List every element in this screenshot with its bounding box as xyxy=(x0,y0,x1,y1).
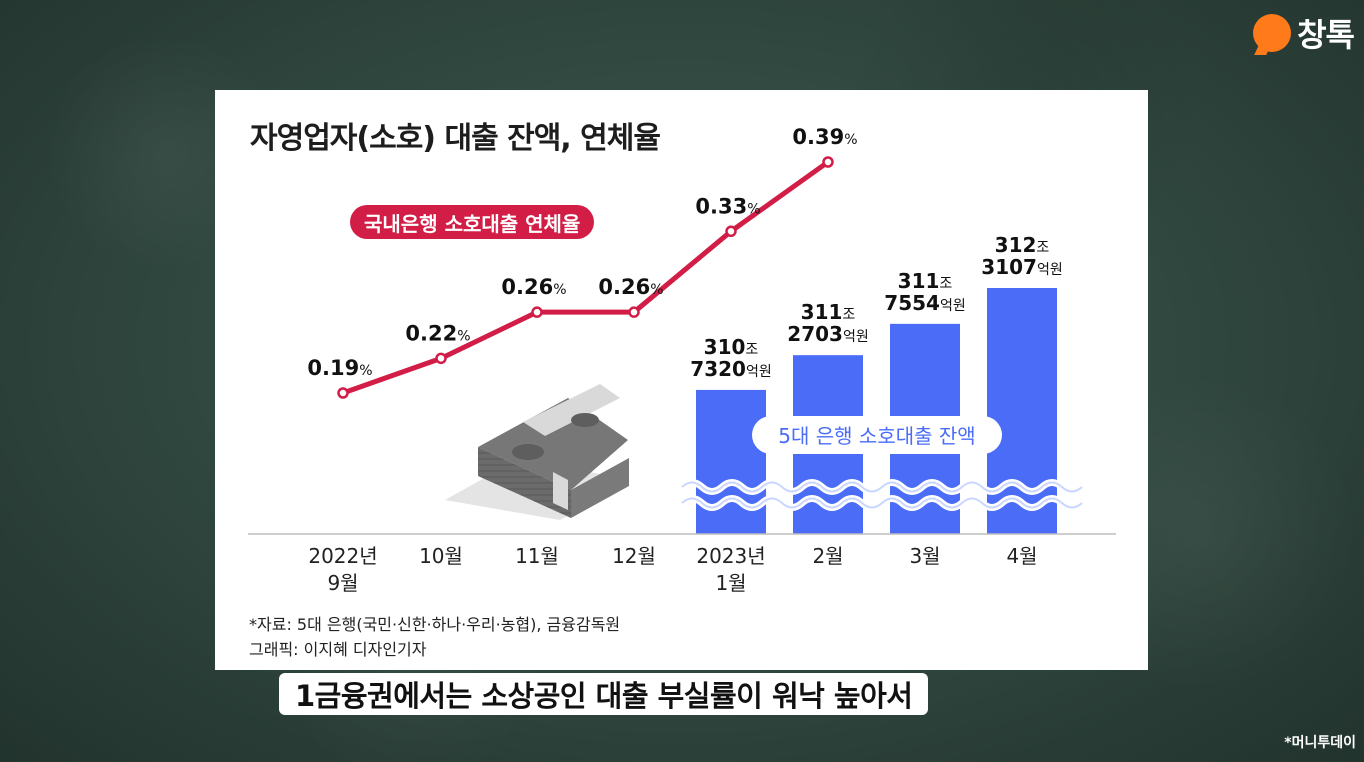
x-tick-label: 12월 xyxy=(612,544,656,568)
chart-title: 자영업자(소호) 대출 잔액, 연체율 xyxy=(250,121,661,156)
bar-value-label: 2703억원 xyxy=(787,322,868,346)
x-tick-label: 3월 xyxy=(909,544,940,568)
chart-graphic-credit: 그래픽: 이지혜 디자인기자 xyxy=(249,640,427,659)
logo: 창톡 xyxy=(1253,10,1355,56)
x-tick-label: 9월 xyxy=(327,571,358,595)
line-value-label: 0.39% xyxy=(792,125,857,149)
x-tick-label: 2월 xyxy=(812,544,843,568)
bar-value-label: 3107억원 xyxy=(981,255,1062,279)
bar-value-label: 310조 xyxy=(704,335,759,359)
subtitle-caption: 1금융권에서는 소상공인 대출 부실률이 워낙 높아서 xyxy=(279,673,929,715)
line-point xyxy=(725,225,737,238)
break-wave-edge xyxy=(681,481,1083,493)
line-value-label: 0.19% xyxy=(307,356,372,380)
bar-value-label: 312조 xyxy=(995,233,1050,257)
bar-series-legend-bg xyxy=(752,416,1002,454)
bar-value-label: 7554억원 xyxy=(884,291,965,315)
x-tick-label: 10월 xyxy=(419,544,463,568)
x-tick-label: 1월 xyxy=(715,571,746,595)
x-tick-label: 4월 xyxy=(1006,544,1037,568)
line-value-label: 0.22% xyxy=(405,321,470,345)
bar-value-label: 311조 xyxy=(801,300,856,324)
source-credit: *머니투데이 xyxy=(1284,735,1356,751)
bar-series-legend: 5대 은행 소호대출 잔액 xyxy=(778,424,975,448)
money-stack-icon xyxy=(445,384,630,520)
bar-value-label: 311조 xyxy=(898,269,953,293)
x-tick-label: 2023년 xyxy=(696,544,765,568)
line-point xyxy=(531,306,543,318)
chat-bubble-icon xyxy=(1253,14,1292,52)
line-point xyxy=(822,156,834,168)
line-value-label: 0.26% xyxy=(598,275,663,299)
axis-break-waves xyxy=(679,479,1085,511)
line-point xyxy=(628,306,640,318)
bar-value-label: 7320억원 xyxy=(690,357,771,381)
logo-text: 창톡 xyxy=(1297,16,1355,54)
line-series-legend: 국내은행 소호대출 연체율 xyxy=(350,205,595,239)
line-point xyxy=(435,352,447,365)
bar xyxy=(696,389,766,534)
x-tick-label: 11월 xyxy=(515,544,559,568)
line-series xyxy=(342,159,830,396)
break-wave-edge xyxy=(681,497,1083,509)
line-value-label: 0.33% xyxy=(695,194,760,218)
line-value-label: 0.26% xyxy=(501,275,566,299)
chart-source: *자료: 5대 은행(국민·신한·하나·우리·농협), 금융감독원 xyxy=(249,615,621,634)
x-tick-label: 2022년 xyxy=(308,544,377,568)
line-point xyxy=(337,387,349,399)
